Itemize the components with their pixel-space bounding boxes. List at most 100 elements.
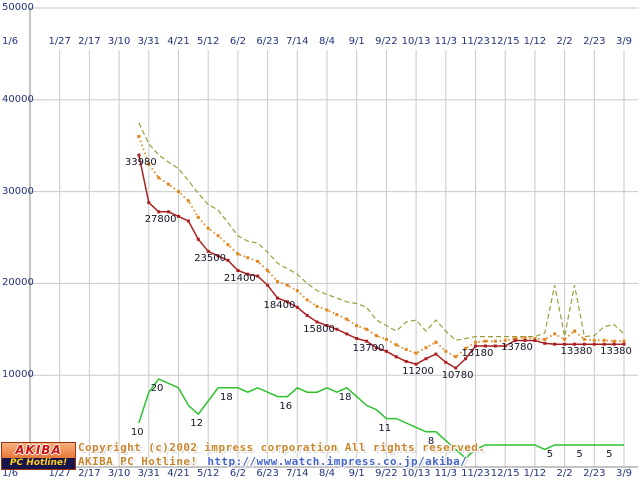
lowest-price-marker [563, 342, 567, 346]
lowest-price-marker [325, 324, 329, 328]
shops-count-label: 16 [279, 400, 293, 412]
lowest-price-marker [414, 362, 418, 366]
lowest-price-marker [474, 344, 477, 348]
x-tick-label: 12/15 [490, 36, 520, 47]
lowest-price-marker [582, 342, 586, 346]
x-tick-label: 2/2 [556, 468, 573, 479]
x-tick-label: 1/27 [48, 468, 71, 479]
lowest-price-label: 15800 [303, 323, 335, 335]
x-tick-label: 1/27 [48, 36, 71, 47]
lowest-price-marker [355, 337, 359, 340]
x-tick-label: 3/31 [137, 468, 161, 479]
average-price-marker [434, 340, 438, 344]
x-tick-label: 4/21 [167, 468, 190, 479]
average-price-marker [622, 339, 626, 343]
lowest-price-marker [246, 272, 250, 276]
lowest-price-marker [602, 342, 606, 346]
lowest-price-label: 13380 [600, 346, 632, 358]
average-price-marker [206, 226, 210, 230]
shops-count-label: 5 [606, 449, 613, 460]
average-price-marker [612, 339, 616, 343]
lowest-price-marker [592, 342, 596, 346]
average-price-marker [167, 182, 171, 186]
lowest-price-label: 23500 [194, 253, 226, 265]
average-price-marker [394, 343, 398, 347]
x-tick-label: 1/6 [2, 36, 19, 47]
lowest-price-marker [493, 344, 497, 348]
lowest-price-label: 33980 [124, 157, 157, 169]
average-price-marker [137, 135, 141, 138]
x-tick-label: 3/10 [107, 36, 131, 47]
lowest-price-marker [305, 314, 309, 317]
lowest-price-marker [464, 357, 468, 361]
x-tick-label: 3/9 [615, 468, 633, 479]
x-tick-label: 2/23 [583, 468, 606, 479]
lowest-price-marker [533, 339, 537, 342]
lowest-price-marker [266, 283, 270, 287]
shops-count-label: 12 [190, 418, 204, 430]
lowest-price-marker [513, 339, 517, 342]
brand-text: AKIBA PC Hotline! [78, 455, 198, 468]
average-price-marker [325, 308, 329, 312]
footer-brand-line: AKIBA PC Hotline! http://www.watch.impres… [78, 455, 467, 468]
average-price-marker [236, 252, 240, 256]
x-tick-label: 1/6 [2, 468, 19, 479]
lowest-price-marker [137, 153, 141, 157]
lowest-price-marker [394, 355, 398, 359]
lowest-price-marker [553, 342, 557, 346]
average-price-marker [295, 289, 299, 293]
average-price-marker [256, 259, 260, 263]
y-tick-label: 40000 [2, 93, 34, 105]
average-price-marker [365, 327, 369, 331]
lowest-price-marker [543, 341, 547, 345]
x-tick-label: 11/23 [461, 468, 490, 479]
shops-count-label: 5 [546, 449, 554, 460]
lowest-price-label: 21400 [223, 272, 256, 284]
lowest-price-label: 11200 [402, 366, 434, 378]
average-price-marker [177, 190, 180, 194]
y-tick-label: 10000 [2, 369, 34, 381]
average-price-marker [196, 215, 200, 219]
lowest-price-marker [444, 360, 448, 364]
average-price-marker [513, 337, 517, 340]
akiba-pc-hotline-logo[interactable]: AKIBA PC Hotline! [1, 442, 76, 470]
y-tick-label: 50000 [2, 2, 34, 13]
average-price-marker [563, 337, 567, 341]
x-tick-label: 2/17 [78, 468, 101, 479]
lowest-price-marker [434, 352, 438, 356]
average-price-marker [483, 339, 487, 343]
average-price-marker [424, 346, 428, 350]
x-tick-label: 7/14 [286, 468, 309, 479]
shops-count-label: 10 [130, 427, 144, 438]
lowest-price-label: 10780 [441, 370, 474, 382]
lowest-price-marker [622, 342, 626, 346]
lowest-price-label: 13380 [560, 346, 593, 358]
site-url[interactable]: http://www.watch.impress.co.jp/akiba/ [207, 455, 468, 468]
shops-count-label: 18 [220, 391, 233, 403]
lowest-price-marker [345, 332, 349, 336]
x-tick-label: 1/12 [523, 468, 547, 479]
lowest-price-label: 13700 [352, 343, 385, 355]
x-tick-label: 8/4 [318, 36, 336, 47]
lowest-price-marker [365, 339, 369, 343]
shops-count-label: 5 [576, 449, 583, 460]
x-tick-label: 10/13 [401, 468, 431, 479]
x-tick-label: 12/15 [490, 468, 520, 479]
lowest-price-marker [285, 300, 289, 304]
average-price-marker [285, 283, 289, 287]
lowest-price-marker [206, 249, 210, 253]
x-tick-label: 9/22 [375, 468, 398, 479]
average-price-marker [355, 324, 359, 328]
shops-count-label: 20 [150, 383, 164, 394]
lowest-price-marker [503, 344, 507, 348]
average-price-marker [276, 280, 279, 284]
lowest-price-marker [276, 296, 279, 300]
lowest-price-label: 13780 [501, 342, 533, 354]
lowest-price-marker [315, 320, 319, 324]
lowest-price-marker [186, 219, 190, 223]
average-price-marker [464, 347, 468, 351]
y-tick-label: 30000 [2, 185, 34, 197]
lowest-price-label: 27800 [144, 213, 177, 225]
